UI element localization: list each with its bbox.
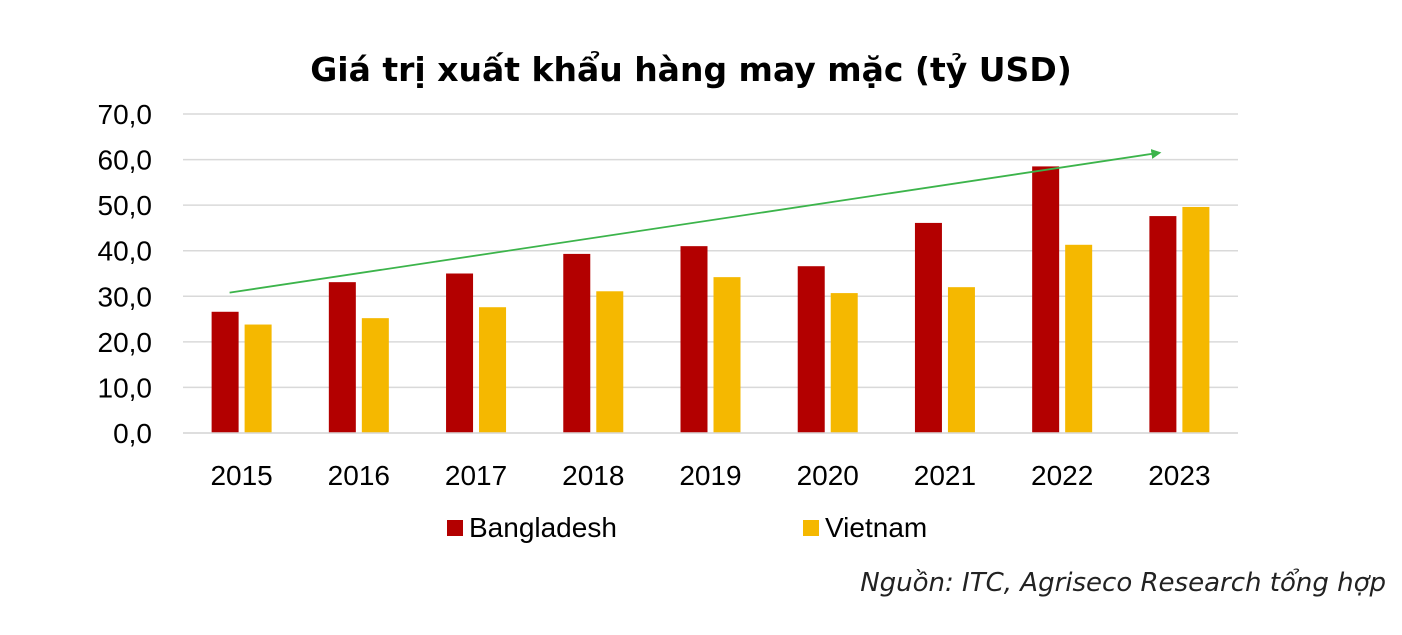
bar-vietnam-2022 [1065,244,1093,433]
bar-bangladesh-2017 [446,273,474,433]
source-note: Nguồn: ITC, Agriseco Research tổng hợp [860,568,1386,598]
y-tick-label: 50,0 [98,190,153,221]
bar-vietnam-2019 [713,277,741,433]
legend-swatch-vietnam [803,520,819,536]
x-tick-label: 2016 [328,460,390,491]
y-tick-label: 40,0 [98,236,153,267]
bar-bangladesh-2019 [680,246,708,433]
y-tick-label: 30,0 [98,281,153,312]
bar-bangladesh-2020 [797,266,825,433]
legend-item-vietnam: Vietnam [803,512,927,544]
legend-item-bangladesh: Bangladesh [447,512,617,544]
bar-vietnam-2023 [1182,206,1210,433]
bar-bangladesh-2022 [1032,166,1060,433]
bar-vietnam-2016 [361,318,389,433]
y-tick-label: 70,0 [98,99,153,130]
legend-label-vietnam: Vietnam [825,512,928,543]
bar-bangladesh-2021 [914,222,942,433]
x-tick-label: 2021 [914,460,976,491]
x-tick-label: 2019 [679,460,741,491]
bar-vietnam-2017 [479,307,507,433]
x-tick-label: 2017 [445,460,507,491]
legend-label-bangladesh: Bangladesh [469,512,617,543]
legend: Bangladesh Vietnam [0,512,1402,552]
chart-title: Giá trị xuất khẩu hàng may mặc (tỷ USD) [310,50,1072,89]
bar-vietnam-2018 [596,291,624,433]
y-tick-label: 20,0 [98,327,153,358]
bar-bangladesh-2018 [563,253,591,433]
trend-arrow [229,148,1162,294]
bar-vietnam-2015 [244,324,272,433]
x-tick-label: 2020 [797,460,859,491]
bar-vietnam-2021 [947,287,975,433]
y-tick-label: 10,0 [98,372,153,403]
x-tick-label: 2018 [562,460,624,491]
x-tick-label: 2023 [1148,460,1210,491]
y-tick-label: 60,0 [98,145,153,176]
bar-bangladesh-2015 [211,311,239,433]
bar-bangladesh-2023 [1149,216,1177,433]
y-tick-label: 0,0 [113,418,152,449]
x-tick-label: 2015 [210,460,272,491]
x-tick-label: 2022 [1031,460,1093,491]
bar-bangladesh-2016 [328,282,356,433]
legend-swatch-bangladesh [447,520,463,536]
bar-vietnam-2020 [830,293,858,433]
